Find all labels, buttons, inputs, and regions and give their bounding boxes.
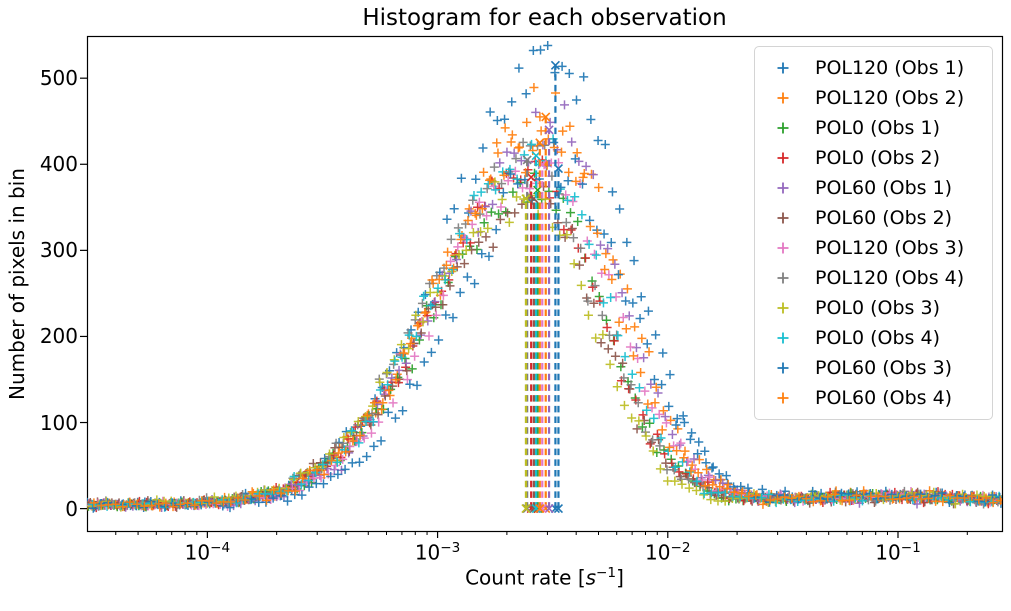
legend-item-label: POL0 (Obs 2) — [815, 147, 940, 169]
y-tick-label: 100 — [39, 410, 78, 435]
legend-item-label: POL60 (Obs 1) — [815, 177, 953, 199]
legend-item-label: POL0 (Obs 3) — [815, 297, 940, 319]
x-axis-label: Count rate [s−1] — [87, 565, 1002, 590]
x-axis-label-suffix: ] — [616, 565, 624, 590]
legend-item-label: POL120 (Obs 3) — [815, 237, 965, 259]
legend-item-label: POL120 (Obs 1) — [815, 57, 965, 79]
legend-item: POL60 (Obs 1) — [755, 173, 992, 203]
y-tick-label: 0 — [65, 496, 78, 521]
legend-item-label: POL60 (Obs 3) — [815, 357, 953, 379]
legend-item-label: POL60 (Obs 4) — [815, 387, 953, 409]
legend-item: POL120 (Obs 4) — [755, 263, 992, 293]
plus-marker-icon — [777, 272, 789, 284]
plus-marker-icon — [777, 212, 789, 224]
legend-item-label: POL60 (Obs 2) — [815, 207, 953, 229]
plus-marker-icon — [777, 242, 789, 254]
legend-item: POL60 (Obs 3) — [755, 353, 992, 383]
x-tick-label: 10−1 — [875, 540, 921, 565]
legend-item-label: POL120 (Obs 2) — [815, 87, 965, 109]
y-tick-label: 500 — [39, 66, 78, 91]
y-tick-label: 400 — [39, 152, 78, 177]
plus-marker-icon — [777, 122, 789, 134]
legend-item: POL0 (Obs 4) — [755, 323, 992, 353]
legend-item: POL0 (Obs 2) — [755, 143, 992, 173]
plus-marker-icon — [777, 332, 789, 344]
y-axis-label: Number of pixels in bin — [5, 168, 29, 400]
legend-item-label: POL120 (Obs 4) — [815, 267, 965, 289]
plus-marker-icon — [777, 302, 789, 314]
plus-marker-icon — [777, 392, 789, 404]
x-axis-label-prefix: Count rate [ — [465, 565, 586, 590]
x-axis-label-variable: s — [585, 565, 597, 590]
plus-marker-icon — [777, 92, 789, 104]
legend-item-label: POL0 (Obs 4) — [815, 327, 940, 349]
plus-marker-icon — [777, 362, 789, 374]
chart-title: Histogram for each observation — [362, 5, 727, 31]
y-tick-label: 200 — [39, 324, 78, 349]
plus-marker-icon — [777, 152, 789, 164]
legend-item: POL60 (Obs 2) — [755, 203, 992, 233]
legend-item: POL0 (Obs 3) — [755, 293, 992, 323]
x-tick-label: 10−2 — [645, 540, 691, 565]
x-axis-label-exponent: −1 — [596, 565, 617, 581]
plus-marker-icon — [777, 182, 789, 194]
legend-item: POL120 (Obs 3) — [755, 233, 992, 263]
x-tick-label: 10−4 — [184, 540, 231, 565]
legend-item-label: POL0 (Obs 1) — [815, 117, 940, 139]
legend-item: POL120 (Obs 1) — [755, 53, 992, 83]
legend-item: POL60 (Obs 4) — [755, 383, 992, 413]
x-tick-label: 10−3 — [414, 540, 461, 565]
y-tick-label: 300 — [39, 238, 78, 263]
plus-marker-icon — [777, 62, 789, 74]
legend-item: POL0 (Obs 1) — [755, 113, 992, 143]
legend-item: POL120 (Obs 2) — [755, 83, 992, 113]
legend: POL120 (Obs 1) POL120 (Obs 2) POL0 (Obs 1)… — [754, 46, 993, 420]
